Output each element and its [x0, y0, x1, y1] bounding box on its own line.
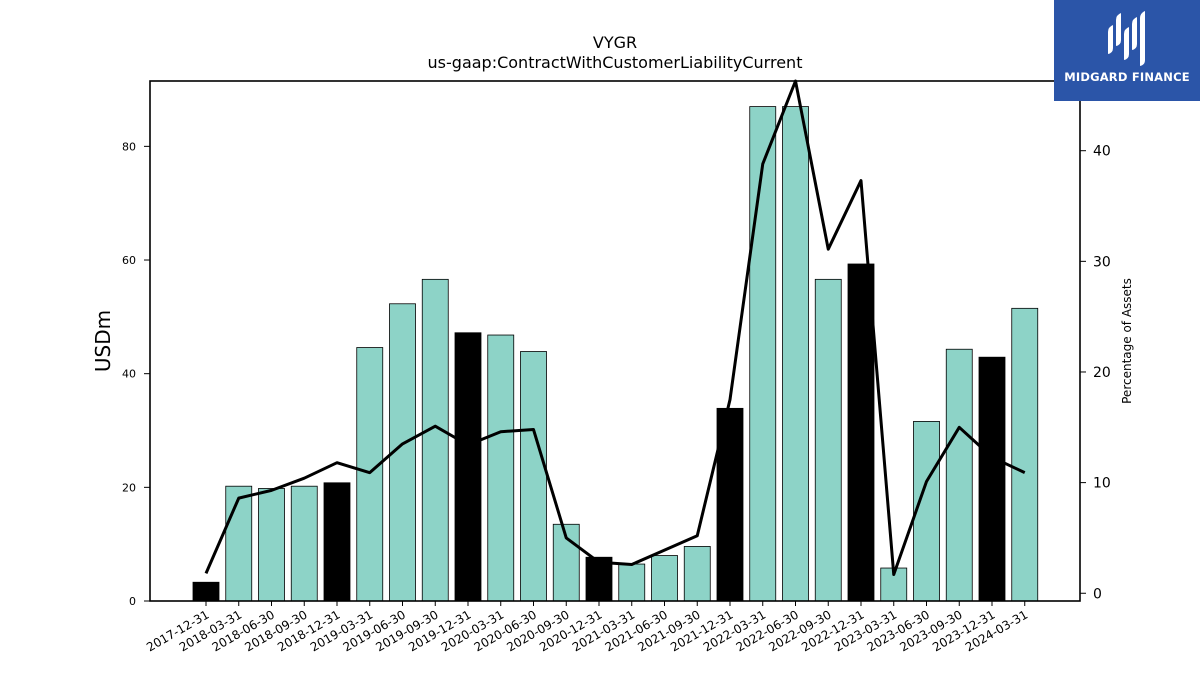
bar-2022-12-31 [847, 263, 875, 602]
y2-tick-label: 30 [1093, 254, 1111, 270]
y-tick-label: 80 [122, 140, 136, 153]
chart-title: VYGR [593, 33, 637, 52]
bar-2019-09-30 [421, 278, 449, 602]
y-tick-label: 20 [122, 481, 136, 494]
bar-2021-09-30 [683, 546, 711, 602]
bar-2021-03-31 [618, 563, 646, 602]
y2-tick-label: 40 [1093, 144, 1111, 160]
bar-2020-12-31 [585, 556, 613, 602]
bar-2023-09-30 [945, 348, 973, 602]
y2-axis-label: Percentage of Assets [1120, 278, 1134, 404]
bar-2018-06-30 [258, 488, 285, 602]
bar-2024-03-31 [1011, 307, 1039, 602]
bar-2022-03-31 [749, 106, 777, 602]
bar-2022-06-30 [782, 106, 809, 602]
midgard-finance-logo: MIDGARD FINANCE [1054, 0, 1200, 101]
bar-2019-03-31 [356, 347, 384, 602]
chart-subtitle: us-gaap:ContractWithCustomerLiabilityCur… [428, 53, 803, 72]
bar-2018-12-31 [323, 482, 351, 602]
bar-2023-06-30 [913, 421, 940, 602]
plot-frame [149, 80, 1081, 602]
bar-2020-03-31 [487, 334, 515, 602]
logo-text: MIDGARD FINANCE [1064, 70, 1190, 84]
y-tick-label: 60 [122, 254, 136, 267]
midgard-m-icon [1108, 11, 1145, 66]
y2-tick-label: 20 [1093, 365, 1111, 381]
bar-2023-12-31 [978, 356, 1006, 602]
bar-2017-12-31 [192, 581, 220, 602]
bars-group [192, 106, 1039, 602]
percentage-of-assets-line [204, 79, 1026, 576]
left-axis: 0 20 40 60 80 [122, 140, 150, 608]
bar-2018-09-30 [290, 485, 318, 602]
y2-tick-label: 10 [1093, 476, 1111, 492]
bar-2018-03-31 [225, 485, 253, 602]
right-axis: 0 10 20 30 40 [1080, 144, 1111, 602]
y-tick-label: 0 [129, 595, 136, 608]
y-axis-label: USDm [91, 310, 115, 372]
bar-2020-06-30 [520, 351, 547, 602]
bar-2019-12-31 [454, 332, 482, 602]
x-axis: 2017-12-312018-03-312018-06-302018-09-30… [144, 601, 1030, 654]
y-tick-label: 40 [122, 368, 136, 381]
bar-2022-09-30 [814, 278, 842, 602]
y2-tick-label: 0 [1093, 586, 1102, 602]
bar-2021-06-30 [651, 555, 678, 602]
